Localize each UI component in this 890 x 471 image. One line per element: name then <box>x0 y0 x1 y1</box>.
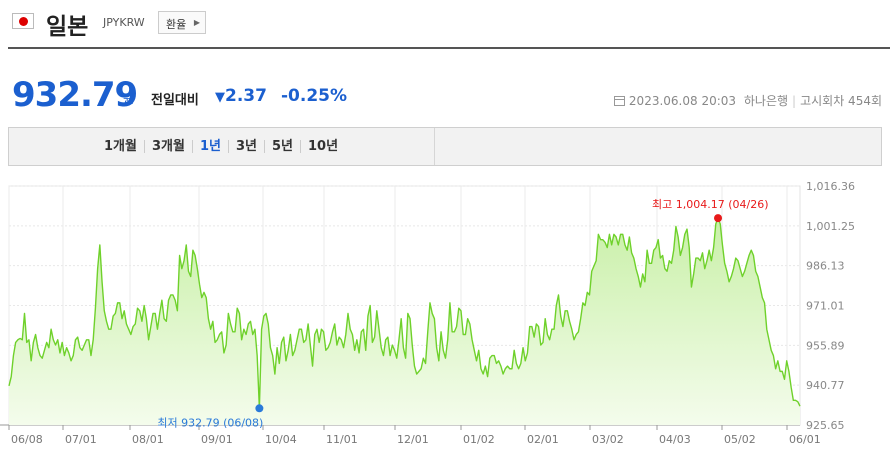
currency-code: JPYKRW <box>103 16 145 29</box>
price-change: ▼2.37 <box>215 86 267 106</box>
period-selector: 1개월 3개월 1년 3년 5년 10년 <box>8 127 882 166</box>
header: 일본 JPYKRW 환율 ▶ <box>0 0 890 50</box>
x-tick-label: 09/01 <box>201 433 233 446</box>
max-marker <box>714 214 723 223</box>
y-tick-label: 1,016.36 <box>806 180 855 193</box>
meta-datetime: 2023.06.08 20:03 <box>628 94 737 108</box>
max-label: 최고 1,004.17 (04/26) <box>652 198 769 211</box>
y-tick-label: 1,001.25 <box>806 220 855 233</box>
meta-bank: 하나은행 <box>743 94 789 108</box>
x-tick-label: 07/01 <box>65 433 97 446</box>
x-tick-label: 03/02 <box>592 433 624 446</box>
x-tick-label: 05/02 <box>724 433 756 446</box>
period-tabs: 1개월 3개월 1년 3년 5년 10년 <box>97 139 345 154</box>
tab-3year[interactable]: 3년 <box>227 140 264 153</box>
x-tick-label: 10/04 <box>265 433 297 446</box>
convert-button[interactable]: 환율 ▶ <box>158 11 206 34</box>
tab-1year[interactable]: 1년 <box>191 140 228 153</box>
period-bar-divider <box>434 128 435 165</box>
meta-round: 고시회차 454회 <box>800 94 882 108</box>
x-tick-label: 01/02 <box>463 433 495 446</box>
change-percent: -0.25% <box>281 86 348 106</box>
tab-1month[interactable]: 1개월 <box>104 139 137 154</box>
x-tick-label: 04/03 <box>659 433 691 446</box>
min-marker <box>255 404 264 413</box>
x-tick-label: 06/01 <box>789 433 821 446</box>
tab-5year[interactable]: 5년 <box>263 140 300 153</box>
series-line <box>8 217 801 409</box>
current-price: 932.79 <box>12 75 138 115</box>
x-tick-label: 08/01 <box>132 433 164 446</box>
header-divider <box>8 47 890 49</box>
exchange-rate-chart: 1,016.36 1,001.25 986.13 971.01 955.89 940.77… <box>0 180 855 446</box>
chevron-right-icon: ▶ <box>193 18 200 27</box>
y-tick-label: 971.01 <box>806 300 845 313</box>
x-tick-label: 11/01 <box>326 433 358 446</box>
x-tick-label: 12/01 <box>397 433 429 446</box>
y-tick-label: 925.65 <box>806 419 845 432</box>
country-name: 일본 <box>46 14 89 40</box>
price-meta: 2023.06.08 20:03 하나은행 | 고시회차 454회 <box>613 92 882 109</box>
y-tick-label: 940.77 <box>806 379 845 392</box>
change-value: 2.37 <box>225 86 267 106</box>
down-triangle-icon: ▼ <box>215 90 225 105</box>
compare-label: 전일대비 <box>151 93 199 108</box>
convert-button-label: 환율 <box>166 18 187 31</box>
japan-flag-icon <box>12 13 34 29</box>
x-tick-label: 02/01 <box>527 433 559 446</box>
y-tick-label: 986.13 <box>806 260 845 273</box>
y-tick-label: 955.89 <box>806 339 845 352</box>
series-area <box>9 218 800 425</box>
calendar-icon <box>613 96 625 106</box>
price-summary: 932.79 원 전일대비 ▼2.37 -0.25% 2023.06.08 20… <box>0 75 890 115</box>
price-unit: 원 <box>123 92 135 106</box>
tab-10year[interactable]: 10년 <box>299 140 345 153</box>
x-tick-label: 06/08 <box>11 433 43 446</box>
min-label: 최저 932.79 (06/08) <box>157 416 263 429</box>
tab-3month[interactable]: 3개월 <box>143 140 192 153</box>
